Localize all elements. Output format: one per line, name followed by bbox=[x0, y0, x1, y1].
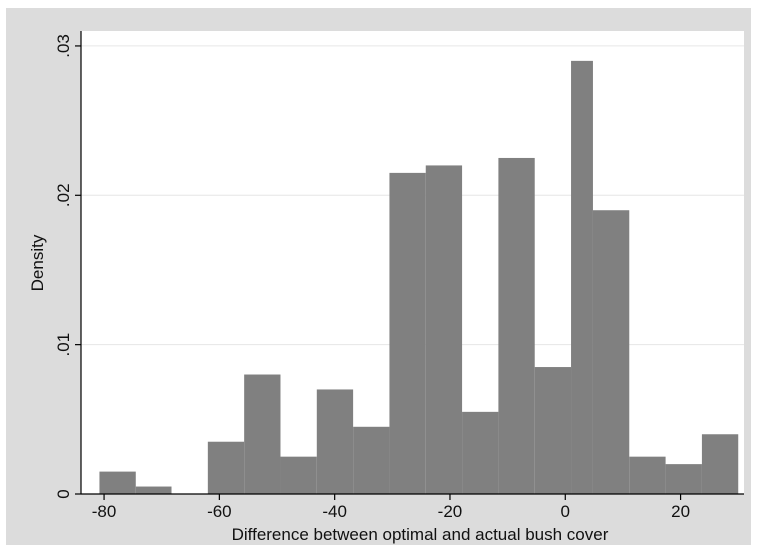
y-tick-label-3: .03 bbox=[54, 34, 73, 58]
histogram-bar-14 bbox=[592, 210, 630, 494]
x-tick-label-1: -60 bbox=[207, 502, 232, 521]
axes bbox=[80, 31, 744, 495]
histogram-bar-3 bbox=[207, 441, 245, 494]
histogram-bar-9 bbox=[425, 165, 463, 494]
x-tick-label-0: -80 bbox=[92, 502, 117, 521]
x-tick-label-2: -40 bbox=[322, 502, 347, 521]
histogram-bar-5 bbox=[280, 456, 317, 494]
histogram-chart: -80 -60 -40 -20 0 20 0 .01 .02 .03 Difference bet… bbox=[28, 31, 744, 544]
x-axis-title: Difference between optimal and actual bu… bbox=[232, 525, 609, 544]
histogram-bar-10 bbox=[462, 411, 499, 494]
y-axis-title: Density bbox=[28, 234, 47, 291]
histogram-bar-13 bbox=[571, 60, 593, 494]
y-tick-label-1: .01 bbox=[54, 333, 73, 357]
histogram-bar-11 bbox=[498, 157, 535, 495]
histogram-bar-4 bbox=[244, 374, 281, 494]
y-tick-label-2: .02 bbox=[54, 183, 73, 207]
x-tick-label-4: 0 bbox=[561, 502, 570, 521]
chart-frame: -80 -60 -40 -20 0 20 0 .01 .02 .03 Difference bet… bbox=[6, 8, 751, 545]
histogram-bar-8 bbox=[389, 172, 426, 495]
x-tick-label-3: -20 bbox=[438, 502, 463, 521]
histogram-bars bbox=[99, 60, 739, 495]
histogram-bar-17 bbox=[701, 434, 739, 494]
histogram-bar-16 bbox=[665, 464, 702, 494]
histogram-bar-7 bbox=[353, 426, 390, 494]
histogram-bar-15 bbox=[629, 456, 666, 494]
tick-marks: -80 -60 -40 -20 0 20 0 .01 .02 .03 bbox=[54, 34, 690, 521]
histogram-bar-6 bbox=[316, 389, 354, 494]
histogram-bar-1 bbox=[135, 486, 172, 494]
x-tick-label-5: 20 bbox=[671, 502, 690, 521]
histogram-bar-0 bbox=[99, 471, 136, 494]
y-tick-label-0: 0 bbox=[54, 489, 73, 498]
histogram-bar-12 bbox=[534, 367, 572, 494]
